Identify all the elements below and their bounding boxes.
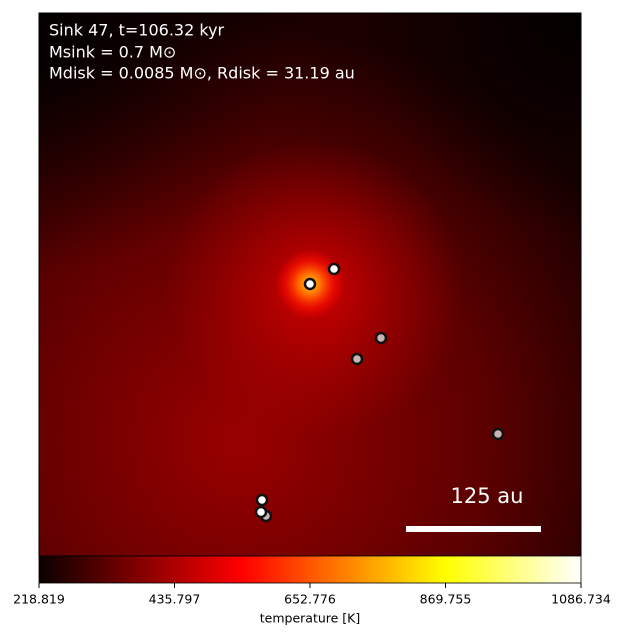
annotation: Sink 47, t=106.32 kyr xyxy=(49,21,225,40)
colorbar-tick-label: 218.819 xyxy=(13,592,65,607)
scale-bar-label: 125 au xyxy=(451,484,524,508)
colorbar-tick-label: 435.797 xyxy=(149,592,201,607)
colorbar-label: temperature [K] xyxy=(260,611,361,626)
annotation: Mdisk = 0.0085 M⊙, Rdisk = 31.19 au xyxy=(49,64,355,83)
colorbar-tick-label: 869.755 xyxy=(420,592,472,607)
colorbar-tick-label: 652.776 xyxy=(284,592,336,607)
annotation: Msink = 0.7 M⊙ xyxy=(49,43,176,62)
sinks xyxy=(254,262,505,523)
scale-bar xyxy=(406,526,541,532)
colorbar-tick-label: 1086.734 xyxy=(551,592,611,607)
colorbar xyxy=(38,555,582,584)
